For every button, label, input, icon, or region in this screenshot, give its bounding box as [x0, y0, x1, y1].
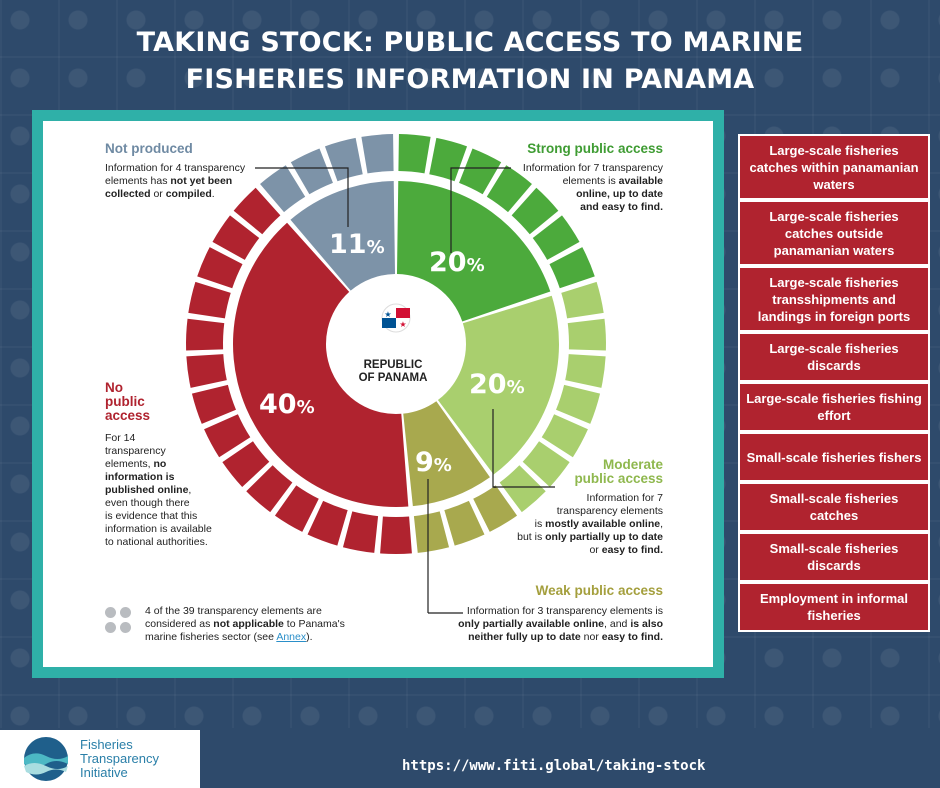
- element-block-none: [212, 215, 260, 260]
- weak-heading: Weak public access: [535, 583, 663, 598]
- element-block-not_produced: [361, 134, 394, 174]
- element-block-none: [274, 485, 319, 532]
- side-list: Large-scale fisheries catches within pan…: [738, 134, 930, 632]
- svg-text:★: ★: [399, 320, 406, 329]
- svg-text:★: ★: [384, 310, 391, 319]
- slice-moderate: [437, 295, 559, 475]
- moderate-text: Information for 7 transparency elements …: [517, 492, 663, 556]
- element-block-none: [307, 500, 348, 546]
- strong-heading: Strong public access: [527, 141, 663, 156]
- element-block-moderate: [556, 384, 601, 424]
- element-block-strong: [511, 187, 559, 235]
- strong-text: Information for 7 transparency elements …: [522, 162, 663, 213]
- panama-flag-icon: ★★: [381, 303, 411, 333]
- element-block-strong: [429, 137, 468, 182]
- side-list-item: Employment in informal fisheries: [738, 582, 930, 632]
- element-block-none: [342, 511, 379, 553]
- element-block-none: [222, 441, 270, 487]
- slice-none: [233, 222, 409, 507]
- infographic-panel: ★ ★ REPUBLIC OF PANAMA 20% 20% 9% 40% 11%…: [32, 110, 724, 678]
- logo-text: Fisheries Transparency Initiative: [80, 737, 159, 780]
- side-list-item: Small-scale fisheries discards: [738, 532, 930, 582]
- element-block-moderate: [565, 354, 606, 388]
- element-block-none: [191, 384, 236, 424]
- element-block-moderate: [561, 281, 604, 319]
- weak-text: Information for 3 transparency elements …: [458, 605, 663, 643]
- no-access-heading: No public access: [105, 380, 151, 423]
- element-block-none: [188, 281, 231, 319]
- fiti-logo: [0, 730, 200, 788]
- element-block-strong: [486, 165, 532, 213]
- no-access-text: For 14 transparency elements, no informa…: [105, 432, 212, 548]
- element-block-strong: [549, 247, 595, 289]
- side-list-item: Large-scale fisheries discards: [738, 332, 930, 382]
- element-block-weak: [444, 500, 485, 546]
- element-block-none: [246, 465, 293, 513]
- not-produced-heading: Not produced: [105, 141, 193, 156]
- element-block-strong: [398, 134, 431, 174]
- side-list-item: Large-scale fisheries catches outside pa…: [738, 200, 930, 266]
- pct-label-moderate: 20%: [469, 369, 525, 400]
- not-applicable-note: 4 of the 39 transparency elements are co…: [145, 605, 345, 643]
- element-block-none: [204, 414, 251, 458]
- side-list-item: Large-scale fisheries fishing effort: [738, 382, 930, 432]
- moderate-heading: Moderate public access: [574, 457, 663, 486]
- element-block-not_produced: [260, 165, 306, 213]
- element-block-moderate: [567, 318, 607, 351]
- element-block-strong: [459, 148, 502, 195]
- element-block-moderate: [522, 441, 570, 487]
- element-block-none: [186, 318, 225, 351]
- center-label-line-2: OF PANAMA: [358, 372, 428, 384]
- title-line-1: TAKING STOCK: PUBLIC ACCESS TO MARINE: [136, 27, 804, 58]
- title-line-2: FISHERIES INFORMATION IN PANAMA: [185, 64, 755, 95]
- element-block-weak: [413, 511, 450, 553]
- donut-chart: ★★: [186, 134, 607, 614]
- element-block-strong: [532, 215, 580, 260]
- element-block-moderate: [541, 414, 588, 458]
- slice-weak: [403, 401, 490, 507]
- center-label: REPUBLIC OF PANAMA: [343, 359, 443, 385]
- element-block-none: [186, 354, 227, 388]
- side-list-item: Small-scale fisheries catches: [738, 482, 930, 532]
- page-title: TAKING STOCK: PUBLIC ACCESS TO MARINE FI…: [60, 24, 880, 98]
- not-applicable-dots-icon: [105, 607, 135, 637]
- element-block-moderate: [499, 465, 546, 513]
- element-block-none: [380, 516, 412, 554]
- side-list-item: Small-scale fisheries fishers: [738, 432, 930, 482]
- callout-not-produced: [255, 167, 349, 227]
- not-produced-text: Information for 4 transparency elements …: [105, 162, 246, 200]
- element-block-not_produced: [324, 137, 363, 182]
- slice-not_produced: [290, 181, 396, 291]
- footer-url[interactable]: https://www.fiti.global/taking-stock: [402, 758, 706, 774]
- element-block-none: [197, 247, 243, 289]
- center-label-line-1: REPUBLIC: [363, 359, 423, 371]
- fiti-logo-icon: [24, 737, 68, 781]
- callout-strong: [450, 167, 511, 253]
- element-block-none: [233, 187, 281, 235]
- element-block-not_produced: [290, 148, 333, 195]
- pct-label-weak: 9%: [415, 447, 452, 478]
- pct-label-none: 40%: [259, 389, 315, 420]
- side-list-item: Large-scale fisheries transshipments and…: [738, 266, 930, 332]
- pct-label-not-produced: 11%: [329, 229, 385, 260]
- slice-strong: [396, 181, 551, 322]
- element-block-weak: [473, 485, 518, 532]
- side-list-item: Large-scale fisheries catches within pan…: [738, 134, 930, 200]
- annex-link[interactable]: Annex: [276, 631, 307, 643]
- center-disc: [328, 276, 464, 412]
- pct-label-strong: 20%: [429, 247, 485, 278]
